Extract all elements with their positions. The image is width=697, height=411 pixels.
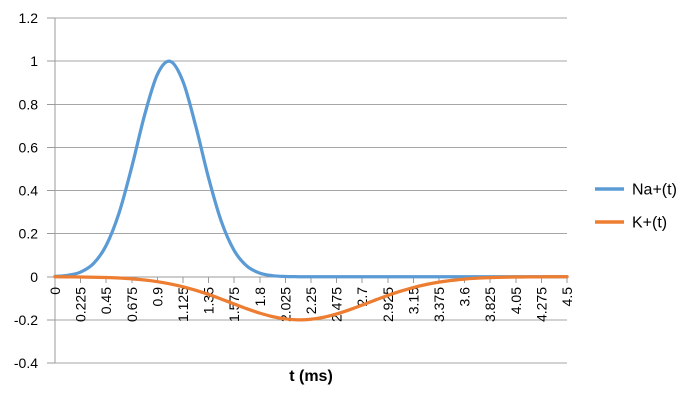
x-axis-tick-label: 2.025 <box>277 287 293 322</box>
y-axis-tick-label: -0.4 <box>14 355 38 371</box>
x-axis-tick-label: 4.275 <box>533 287 549 322</box>
x-axis-tick-label: 3.375 <box>431 287 447 322</box>
y-axis-tick-label: 1.2 <box>19 10 39 26</box>
legend-label-na: Na+(t) <box>632 182 677 199</box>
x-axis-tick-label: 2.7 <box>354 287 370 307</box>
x-axis-tick-label: 0.9 <box>149 287 165 307</box>
y-axis-tick-label: 0.2 <box>19 226 39 242</box>
y-axis-tick-label: -0.2 <box>14 312 38 328</box>
x-axis-tick-label: 0.225 <box>73 287 89 322</box>
x-axis-tick-label: 3.6 <box>457 287 473 307</box>
x-axis-tick-label: 4.5 <box>559 287 575 307</box>
legend: Na+(t) K+(t) <box>595 182 677 232</box>
series-line-na <box>53 59 569 279</box>
y-axis-tick-label: 0.8 <box>19 96 39 112</box>
x-axis-tick-label: 2.25 <box>303 287 319 314</box>
legend-item-na: Na+(t) <box>595 182 677 199</box>
x-axis-tick-label: 0.45 <box>98 287 114 314</box>
x-axis-tick-label: 4.05 <box>508 287 524 314</box>
series-line-k <box>53 275 569 322</box>
series-group <box>53 59 569 322</box>
x-axis-tick-label: 1.125 <box>175 287 191 322</box>
y-axis-tick-label: 0.4 <box>19 183 39 199</box>
y-axis-tick-label: 0 <box>30 269 38 285</box>
legend-label-k: K+(t) <box>632 215 667 232</box>
x-axis-tick-label: 1.8 <box>252 287 268 307</box>
x-axis-tick-label: 0.675 <box>124 287 140 322</box>
x-axis-tick-label: 3.825 <box>482 287 498 322</box>
x-axis-title: t (ms) <box>289 368 333 385</box>
x-axis-tick-label: 3.15 <box>405 287 421 314</box>
legend-item-k: K+(t) <box>595 215 667 232</box>
y-axis-tick-label: 1 <box>30 53 38 69</box>
y-axis-tick-label: 0.6 <box>19 139 39 155</box>
x-axis-tick-label: 0 <box>47 287 63 295</box>
